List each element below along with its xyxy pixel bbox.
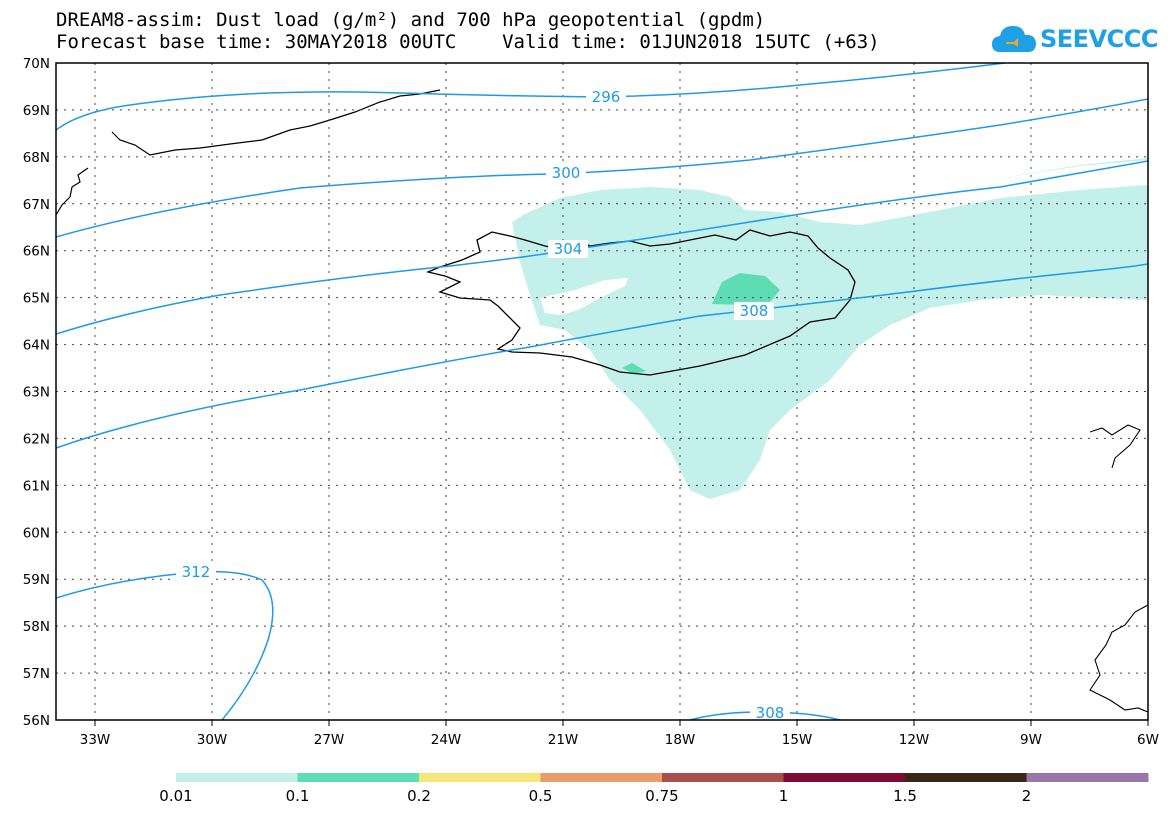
lat-tick-label: 57N [23,666,50,682]
colorbar-swatch [1026,773,1149,782]
lat-tick-label: 67N [23,197,50,213]
scotland-coastline [1089,604,1149,713]
lat-tick-label: 66N [23,244,50,260]
colorbar-swatch [662,773,784,782]
colorbar-label: 0.75 [645,787,678,805]
colorbar-label: 2 [1022,787,1032,805]
lat-tick-label: 56N [23,713,50,729]
lat-tick-label: 58N [23,619,50,635]
contour-312 [56,570,274,720]
dust-gap-north [780,160,1148,225]
contour-label-296: 296 [592,88,621,106]
contour-296 [56,63,1006,131]
contour-label-304: 304 [554,240,583,258]
colorbar-swatch [540,773,663,782]
colorbar-label: 0.2 [407,787,431,805]
colorbar-swatch [419,773,541,782]
contour-label-308-south: 308 [756,704,785,722]
lon-tick-label: 15W [782,732,813,748]
axis-labels: 33W 30W 27W 24W 21W 18W 15W 12W 9W 6W 70N 69N 68N 67N… [23,56,1159,748]
colorbar: 0.01 0.1 0.2 0.5 0.75 1 1.5 2 [159,773,1149,805]
lon-tick-label: 6W [1137,732,1159,748]
logo-text: SEEVCCC [1040,25,1159,53]
cloud-icon [992,26,1036,52]
map-frame [55,62,1149,721]
lat-tick-label: 65N [23,291,50,307]
lat-tick-label: 64N [23,338,50,354]
colorbar-label: 0.01 [159,787,192,805]
iceland-coastline [425,229,856,376]
dust-gap [540,278,628,315]
colorbar-swatch [783,773,906,782]
colorbar-label: 0.5 [529,787,553,805]
lat-tick-label: 63N [23,385,50,401]
contour-label-312: 312 [182,563,211,581]
lon-tick-label: 18W [665,732,696,748]
dust-area-mid-south [622,363,646,374]
map-subtitle: Forecast base time: 30MAY2018 00UTC Vali… [56,31,880,53]
map-title: DREAM8-assim: Dust load (g/m²) and 700 h… [56,9,766,31]
colorbar-label: 1 [779,787,789,805]
contour-label-300: 300 [552,164,581,182]
contour-label-308: 308 [740,302,769,320]
contour-300 [56,98,1148,238]
lat-tick-label: 70N [23,56,50,72]
faroe-coastline [1089,424,1141,469]
lat-tick-label: 69N [23,103,50,119]
lat-tick-label: 62N [23,431,50,447]
lon-tick-label: 27W [314,732,345,748]
lon-tick-label: 33W [80,732,111,748]
colorbar-label: 0.1 [286,787,310,805]
lat-tick-label: 61N [23,478,50,494]
colorbar-swatch [297,773,420,782]
lon-tick-label: 30W [197,732,228,748]
lon-tick-label: 12W [899,732,930,748]
lat-tick-label: 59N [23,572,50,588]
lon-tick-label: 9W [1020,732,1042,748]
lat-tick-label: 60N [23,525,50,541]
lon-tick-label: 24W [431,732,462,748]
colorbar-swatch [905,773,1027,782]
dust-area-mid [712,273,780,305]
colorbar-label: 1.5 [893,787,917,805]
lat-tick-label: 68N [23,150,50,166]
lat-lon-grid [56,63,1148,720]
lon-tick-label: 21W [548,732,579,748]
colorbar-swatch [176,773,298,782]
contour-308 [56,263,1148,449]
greenland-coastline [55,89,441,216]
seevccc-logo: SEEVCCC [990,20,1165,60]
